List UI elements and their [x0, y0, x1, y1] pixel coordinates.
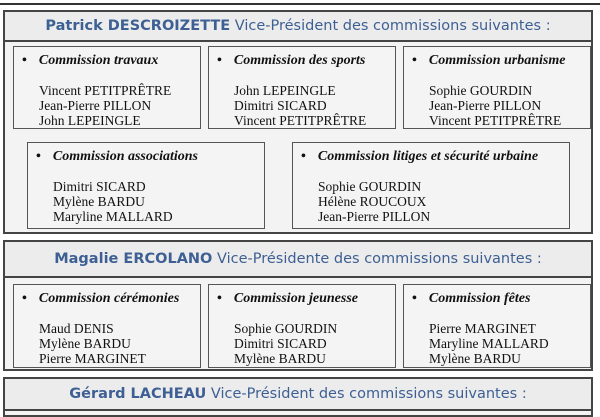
member-name: Sophie GOURDIN	[234, 321, 338, 336]
commission-box: • Commission urbanisme Sophie GOURDIN Jean-…	[403, 46, 591, 129]
commission-box: • Commission associations Dimitri SICARD My…	[27, 142, 265, 229]
section-header: Patrick DESCROIZETTE Vice-Président des …	[5, 12, 591, 42]
commission-title-text: Commission litiges et sécurité urbaine	[317, 149, 539, 164]
bullet-icon: •	[412, 53, 417, 68]
commission-title: • Commission des sports	[217, 53, 395, 69]
commission-title-text: Commission cérémonies	[38, 291, 180, 306]
member-name: Mylène BARDU	[39, 336, 131, 351]
commission-title-text: Commission associations	[52, 149, 198, 164]
member-name: Jean-Pierre PILLON	[39, 98, 152, 113]
vice-president-name: Magalie ERCOLANO	[54, 251, 213, 267]
vice-president-section: Patrick DESCROIZETTE Vice-Président des …	[3, 10, 593, 234]
vice-president-role: Vice-Présidente des commissions suivante…	[217, 251, 542, 267]
member-name: Vincent PETITPRÊTRE	[429, 113, 562, 128]
member-name: Vincent PETITPRÊTRE	[234, 113, 367, 128]
bullet-icon: •	[217, 53, 222, 68]
member-name: Dimitri SICARD	[234, 336, 327, 351]
member-name: Maud DENIS	[39, 321, 114, 336]
member-name: Mylène BARDU	[234, 351, 326, 366]
commission-box: • Commission jeunesse Sophie GOURDIN Dimitr…	[208, 284, 396, 368]
section-header: Magalie ERCOLANO Vice-Présidente des com…	[5, 242, 591, 278]
member-name: Dimitri SICARD	[234, 98, 327, 113]
vice-president-section: Magalie ERCOLANO Vice-Présidente des com…	[3, 240, 593, 371]
member-name: Jean-Pierre PILLON	[429, 98, 542, 113]
member-list: Sophie GOURDIN Hélène ROUCOUX Jean-Pierre …	[318, 179, 569, 224]
commission-box: • Commission litiges et sécurité urbaine S…	[292, 142, 570, 229]
vice-president-name: Gérard LACHEAU	[69, 386, 207, 402]
member-name: John LEPEINGLE	[234, 83, 336, 98]
member-name: Jean-Pierre PILLON	[318, 209, 431, 224]
commission-title: • Commission litiges et sécurité urbaine	[301, 149, 569, 165]
vice-president-role: Vice-Président des commissions suivantes…	[210, 386, 527, 402]
vice-president-role: Vice-Président des commissions suivantes…	[234, 18, 551, 34]
commission-title: • Commission urbanisme	[412, 53, 590, 69]
bullet-icon: •	[22, 53, 27, 68]
member-name: Vincent PETITPRÊTRE	[39, 83, 172, 98]
commission-title-text: Commission urbanisme	[428, 53, 566, 68]
bullet-icon: •	[36, 149, 41, 164]
commission-box: • Commission cérémonies Maud DENIS Mylène B…	[13, 284, 201, 368]
bullet-icon: •	[217, 291, 222, 306]
member-name: John LEPEINGLE	[39, 113, 141, 128]
member-name: Mylène BARDU	[429, 351, 521, 366]
commission-title-text: Commission travaux	[38, 53, 159, 68]
member-list: Sophie GOURDIN Dimitri SICARD Mylène BARDU	[234, 321, 395, 366]
commission-title: • Commission jeunesse	[217, 291, 395, 307]
commission-title: • Commission associations	[36, 149, 264, 165]
bullet-icon: •	[301, 149, 306, 164]
member-list: Dimitri SICARD Mylène BARDU Maryline MALLA…	[53, 179, 264, 224]
member-name: Sophie GOURDIN	[429, 83, 533, 98]
commission-title-text: Commission fêtes	[428, 291, 531, 306]
bullet-icon: •	[412, 291, 417, 306]
commission-title: • Commission fêtes	[412, 291, 590, 307]
vice-president-name: Patrick DESCROIZETTE	[45, 18, 231, 34]
member-name: Dimitri SICARD	[53, 179, 146, 194]
commission-title: • Commission travaux	[22, 53, 200, 69]
member-name: Maryline MALLARD	[53, 209, 173, 224]
section-header: Gérard LACHEAU Vice-Président des commis…	[5, 379, 591, 411]
commission-title-text: Commission des sports	[233, 53, 366, 68]
bullet-icon: •	[22, 291, 27, 306]
member-name: Maryline MALLARD	[429, 336, 549, 351]
commission-title-text: Commission jeunesse	[233, 291, 358, 306]
member-list: Maud DENIS Mylène BARDU Pierre MARGINET	[39, 321, 200, 366]
commission-box: • Commission des sports John LEPEINGLE Dimi…	[208, 46, 396, 129]
member-list: Sophie GOURDIN Jean-Pierre PILLON Vincent …	[429, 83, 590, 128]
top-divider	[0, 0, 600, 5]
commission-box: • Commission travaux Vincent PETITPRÊTRE Je…	[13, 46, 201, 129]
member-list: Pierre MARGINET Maryline MALLARD Mylène BA…	[429, 321, 590, 366]
member-list: John LEPEINGLE Dimitri SICARD Vincent PETI…	[234, 83, 395, 128]
member-list: Vincent PETITPRÊTRE Jean-Pierre PILLON Joh…	[39, 83, 200, 128]
commission-title: • Commission cérémonies	[22, 291, 200, 307]
member-name: Pierre MARGINET	[39, 351, 146, 366]
member-name: Hélène ROUCOUX	[318, 194, 427, 209]
member-name: Mylène BARDU	[53, 194, 145, 209]
vice-president-section: Gérard LACHEAU Vice-Président des commis…	[3, 377, 593, 417]
commission-box: • Commission fêtes Pierre MARGINET Maryline…	[403, 284, 591, 368]
member-name: Pierre MARGINET	[429, 321, 536, 336]
member-name: Sophie GOURDIN	[318, 179, 422, 194]
